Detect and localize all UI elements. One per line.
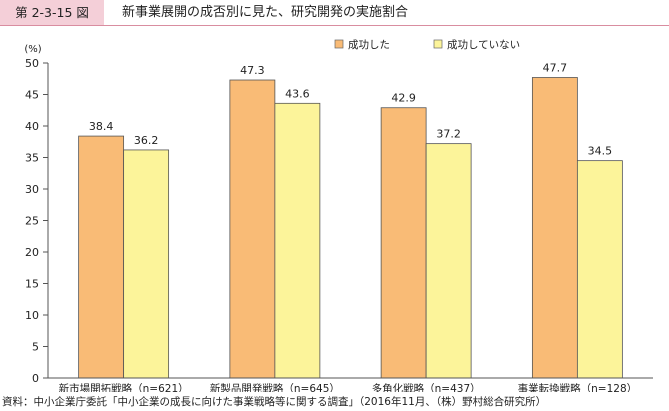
bar-value-label: 43.6 [285,87,310,100]
y-tick-label: 45 [25,89,39,102]
source-note: 資料：中小企業庁委託「中小企業の成長に向けた事業戦略等に関する調査」（2016年… [2,396,547,408]
bar-non-success [123,149,170,379]
y-tick-label: 10 [25,309,39,322]
bar-non-success [576,160,623,379]
bar-value-label: 34.5 [588,145,613,158]
bar-non-success [425,143,472,379]
y-tick-label: 25 [25,215,39,228]
bar-success [531,77,578,379]
y-tick-label: 0 [32,372,39,385]
y-tick-label: 5 [32,341,39,354]
y-tick-label: 40 [25,120,39,133]
bar-value-label: 42.9 [391,92,416,105]
y-tick-label: 15 [25,278,39,291]
y-axis-unit-label: (%) [24,44,41,55]
bar-value-label: 47.3 [240,64,265,77]
bar-value-label: 38.4 [89,120,114,133]
x-category-label: 多角化戦略（n=437） [372,382,481,392]
bar-success [380,107,427,379]
bar-value-label: 47.7 [543,61,568,74]
bar-chart: (%) 0 5 10 15 20 25 30 35 40 45 50 38.4 36.2 新市場開拓戦略（n… [24,39,653,392]
x-category-label: 事業転換戦略（n=128） [518,382,638,392]
bar-success [229,79,276,379]
legend-swatch [433,39,443,49]
bar-value-label: 37.2 [436,128,461,141]
figure-title: 新事業展開の成否別に見た、研究開発の実施割合 [122,5,409,20]
header-divider [0,25,669,26]
y-tick-label: 20 [25,246,39,259]
y-tick-label: 35 [25,152,39,165]
y-tick-label: 50 [25,57,39,70]
legend-label: 成功していない [447,39,520,51]
x-category-label: 新製品開発戦略（n=645） [210,382,340,392]
legend-label: 成功した [348,39,390,51]
y-tick-label: 30 [25,183,39,196]
legend-swatch [334,39,344,49]
bar-non-success [274,102,321,379]
bar-value-label: 36.2 [134,134,159,147]
figure-number-badge: 第 2-3-15 図 [0,0,104,25]
bar-success [78,135,125,379]
figure-header: 第 2-3-15 図 新事業展開の成否別に見た、研究開発の実施割合 [0,0,669,26]
x-category-label: 新市場開拓戦略（n=621） [59,382,189,392]
